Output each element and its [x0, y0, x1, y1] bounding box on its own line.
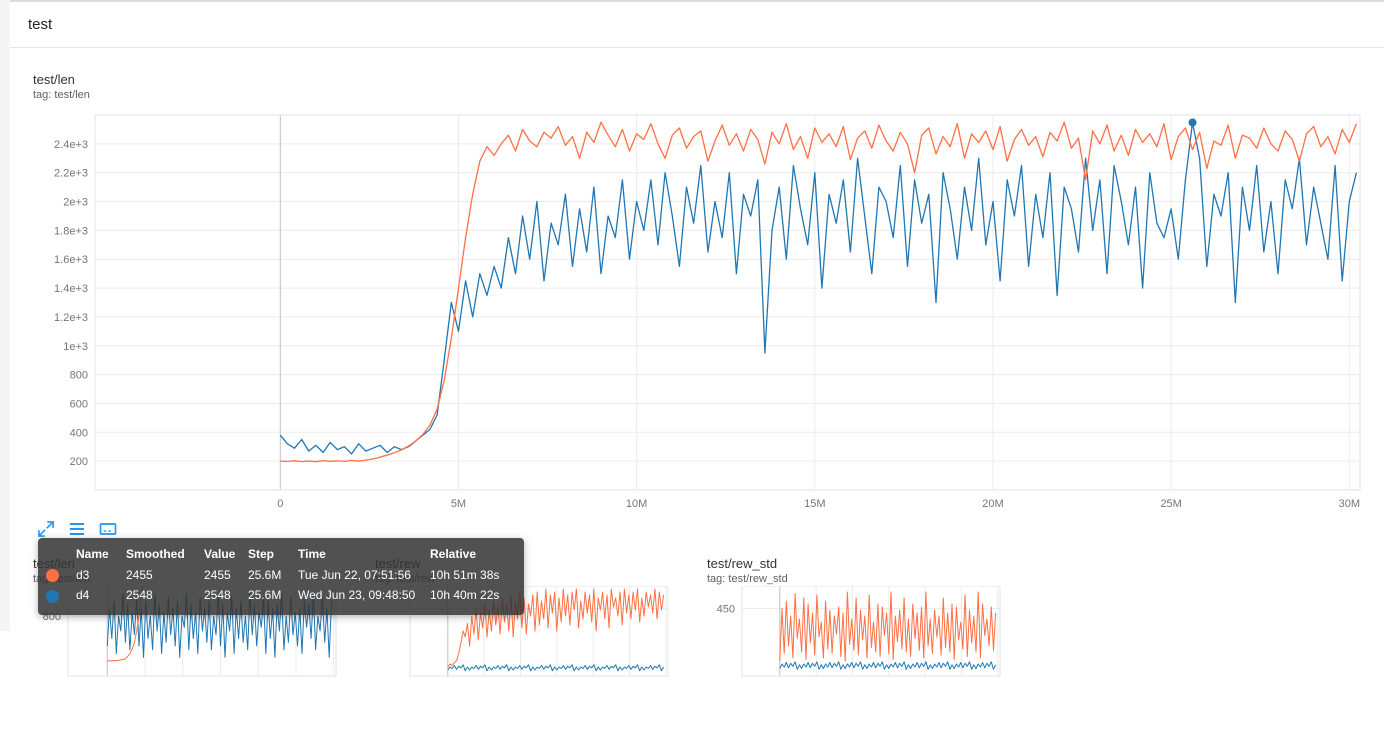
svg-text:2e+3: 2e+3	[63, 197, 88, 209]
svg-text:1.8e+3: 1.8e+3	[54, 225, 88, 237]
svg-text:10M: 10M	[626, 498, 647, 510]
page-left-gutter	[0, 0, 10, 631]
main-chart-tag: tag: test/len	[33, 89, 90, 101]
svg-text:5M: 5M	[451, 498, 466, 510]
svg-text:200: 200	[70, 456, 88, 468]
expand-chart-button[interactable]	[36, 518, 58, 540]
svg-text:600: 600	[70, 398, 88, 410]
mini-chart-card-test-len[interactable]: test/len tag: test/len 800	[12, 540, 342, 740]
svg-text:1.2e+3: 1.2e+3	[54, 312, 88, 324]
mini-chart-tag: tag: test/rew_std	[707, 573, 788, 585]
mini-chart-tag: tag: test/len	[33, 573, 90, 585]
expand-chart-icon	[38, 521, 54, 537]
mini-chart-tag: tag: test/rew	[375, 573, 435, 585]
svg-text:400: 400	[70, 427, 88, 439]
data-table-button[interactable]	[67, 518, 89, 540]
svg-text:800: 800	[43, 611, 61, 623]
svg-text:2.2e+3: 2.2e+3	[54, 168, 88, 180]
main-chart-title: test/len	[33, 72, 75, 87]
top-divider	[10, 0, 1384, 2]
section-header-test[interactable]: test	[10, 2, 1384, 48]
line-chart-test-len[interactable]: 200 400 600 800 1e+3 1.2e+3 1.4e+3 1.6e+3 1.8e+3…	[0, 60, 1384, 522]
svg-text:450: 450	[717, 604, 735, 616]
chart-toolbar	[36, 518, 120, 540]
svg-text:1.6e+3: 1.6e+3	[54, 254, 88, 266]
svg-text:15M: 15M	[804, 498, 825, 510]
mini-line-chart-test-rew[interactable]	[354, 586, 674, 706]
svg-text:800: 800	[70, 370, 88, 382]
mini-chart-title: test/len	[33, 556, 75, 571]
svg-text:2.4e+3: 2.4e+3	[54, 139, 88, 151]
svg-text:20M: 20M	[982, 498, 1003, 510]
mini-chart-title: test/rew_std	[707, 556, 778, 571]
fit-domain-icon	[99, 523, 117, 535]
mini-chart-card-test-rew-std[interactable]: test/rew_std tag: test/rew_std 450	[686, 540, 1006, 740]
svg-text:0: 0	[277, 498, 283, 510]
mini-chart-card-test-rew[interactable]: test/rew tag: test/rew	[354, 540, 674, 740]
section-title: test	[28, 16, 53, 33]
fit-domain-button[interactable]	[98, 518, 120, 540]
data-table-icon	[69, 523, 85, 535]
svg-text:1.4e+3: 1.4e+3	[54, 283, 88, 295]
svg-text:30M: 30M	[1339, 498, 1360, 510]
mini-line-chart-test-rew-std[interactable]: 450	[686, 586, 1006, 706]
svg-text:25M: 25M	[1160, 498, 1181, 510]
mini-chart-title: test/rew	[375, 556, 421, 571]
svg-text:1e+3: 1e+3	[63, 341, 88, 353]
mini-line-chart-test-len[interactable]: 800	[12, 586, 342, 706]
